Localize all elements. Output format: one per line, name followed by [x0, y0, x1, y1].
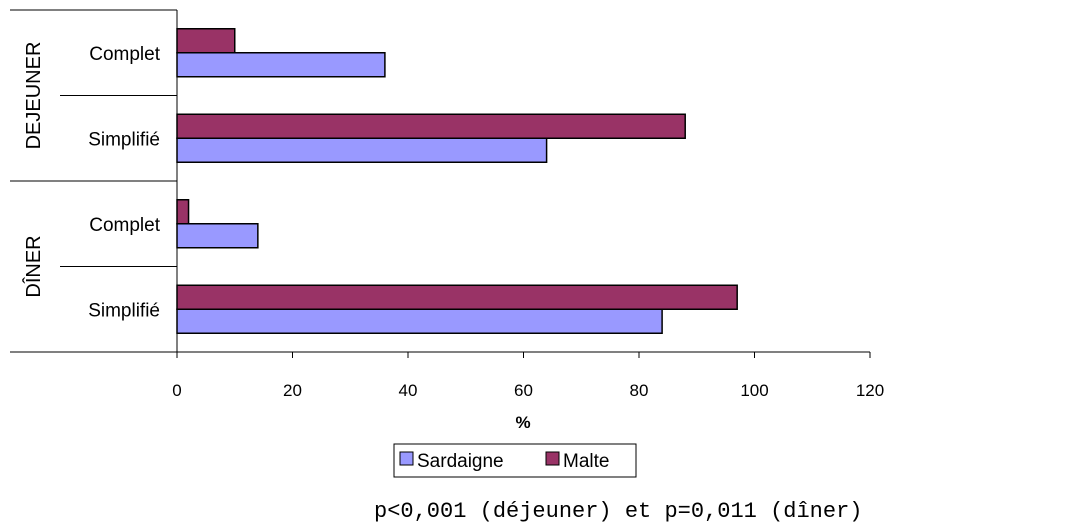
labels-layer: Complet Simplifié Complet Simplifié DEJEUNER… [22, 42, 884, 400]
category-label-dejeuner-complet: Complet [89, 44, 160, 65]
x-tick-label: 0 [172, 381, 181, 400]
legend-label-malte: Malte [563, 451, 609, 472]
bar-malte-dejeuner-simplifie [176, 113, 686, 139]
p-value-note: p<0,001 (déjeuner) et p=0,011 (dîner) [374, 499, 862, 524]
bar-sardaigne-dejeuner-complet [176, 52, 386, 78]
bar-sardaigne-diner-simplifie [176, 308, 663, 334]
bars-layer [176, 28, 738, 334]
category-label-diner-complet: Complet [89, 215, 160, 236]
legend: Sardaigne Malte [393, 443, 637, 478]
bar-sardaigne-dejeuner-simplifie [176, 137, 548, 163]
x-tick-label: 40 [399, 381, 418, 400]
axes-layer [10, 9, 871, 358]
bar-malte-diner-complet [176, 199, 190, 225]
group-label-diner: DÎNER [22, 235, 45, 297]
legend-swatch-malte [545, 451, 560, 466]
x-tick-label: 20 [283, 381, 302, 400]
x-tick-label: 100 [740, 381, 768, 400]
bar-malte-diner-simplifie [176, 284, 738, 310]
x-tick-label: 60 [514, 381, 533, 400]
x-tick-label: 120 [856, 381, 884, 400]
bar-malte-dejeuner-complet [176, 28, 236, 54]
category-label-dejeuner-simplifie: Simplifié [88, 129, 160, 150]
legend-box [393, 443, 637, 478]
legend-label-sardaigne: Sardaigne [417, 451, 504, 472]
category-label-diner-simplifie: Simplifié [88, 300, 160, 321]
x-tick-label: 80 [630, 381, 649, 400]
x-axis-label: % [515, 413, 530, 432]
bar-sardaigne-diner-complet [176, 223, 259, 249]
group-label-dejeuner: DEJEUNER [23, 42, 45, 150]
legend-swatch-sardaigne [399, 451, 414, 466]
